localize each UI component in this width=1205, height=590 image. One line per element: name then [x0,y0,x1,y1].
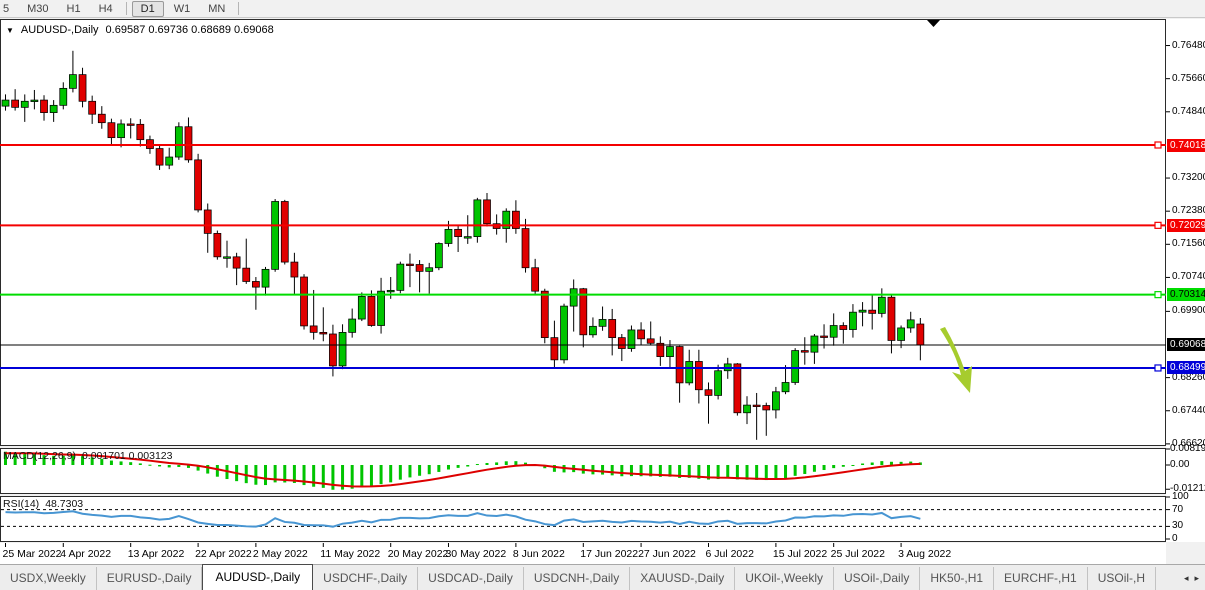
date-tick-label: 22 Apr 2022 [195,548,252,560]
symbol-tab-usoil-daily[interactable]: USOil-,Daily [834,567,921,590]
price-tick-label: 0.68260 [1172,371,1205,383]
price-tick-label: 0.75660 [1172,72,1205,84]
price-tick-label: 0.72380 [1172,205,1205,217]
toolbar-separator [238,2,240,15]
date-tick-label: 3 Aug 2022 [898,548,952,560]
timeframe-button-mn[interactable]: MN [208,2,226,15]
price-badge-0.68499: 0.68499 [1167,361,1205,375]
price-tick-label: 0.70740 [1172,271,1205,283]
date-tick-label: 6 Jul 2022 [705,548,754,560]
macd-tick-label: 0.00 [1170,459,1190,470]
macd-tick-label: -0.01212 [1170,483,1205,495]
symbol-tab-usdchf-daily[interactable]: USDCHF-,Daily [313,567,419,590]
timeframe-button-w1[interactable]: W1 [173,2,191,15]
chart-title: ▼ AUDUSD-,Daily 0.69587 0.69736 0.68689 … [6,24,274,36]
tab-scroll-right-icon[interactable]: ▸ [1194,573,1199,583]
macd-label: MACD(12,26,9) 0.001701 0.003123 [3,450,172,462]
timeframe-button-d1[interactable]: D1 [131,0,164,17]
price-badge-0.74018: 0.74018 [1167,138,1205,152]
chart-symbol-label: AUDUSD-,Daily [20,24,99,36]
price-axis[interactable] [1166,19,1205,542]
timeframe-button-h4[interactable]: H4 [98,2,113,15]
date-tick-label: 13 Apr 2022 [127,548,185,560]
price-tick-label: 0.73200 [1172,172,1205,184]
rsi-tick-label: 70 [1172,503,1184,515]
date-tick-label: 20 May 2022 [387,548,449,560]
timeframe-button-h1[interactable]: H1 [66,2,81,15]
date-tick-label: 2 May 2022 [252,548,308,560]
price-chart-panel[interactable] [0,19,1166,446]
price-badge-0.70314: 0.70314 [1167,288,1205,302]
date-tick-label: 15 Jul 2022 [772,548,828,560]
symbol-tab-usdcnh-daily[interactable]: USDCNH-,Daily [524,567,631,590]
price-badge-0.72029: 0.72029 [1167,218,1205,232]
tab-scroll-left-icon[interactable]: ◂ [1183,573,1189,583]
symbol-tabbar: USDX,Weekly EURUSD-,Daily AUDUSD-,Daily USD… [0,564,1205,590]
macd-panel[interactable] [0,448,1166,494]
macd-tick-label: 0.008197 [1170,443,1205,454]
chart-ohlc-values: 0.69587 0.69736 0.68689 0.69068 [105,24,274,36]
symbol-tab-eurchf-h1[interactable]: EURCHF-,H1 [994,567,1088,590]
rsi-label: RSI(14) 48.7303 [3,498,83,510]
timeframe-button-5[interactable]: 5 [3,2,10,15]
timeframe-toolbar: 5 M30 H1 H4 D1 W1 MN [0,0,1205,18]
price-tick-label: 0.69900 [1172,305,1205,317]
date-tick-label: 4 Apr 2022 [60,548,112,560]
price-badge-0.69068: 0.69068 [1167,338,1205,352]
price-tick-label: 0.71560 [1172,238,1205,250]
symbol-tab-hk50-h1[interactable]: HK50-,H1 [920,567,995,590]
symbol-tab-audusd-daily[interactable]: AUDUSD-,Daily [202,564,314,590]
date-tick-label: 27 Jun 2022 [638,548,696,560]
date-tick-label: 30 May 2022 [445,548,507,560]
price-tick-label: 0.76480 [1172,39,1205,51]
symbol-tab-usdx-weekly[interactable]: USDX,Weekly [0,567,97,590]
date-tick-label: 25 Mar 2022 [2,548,62,560]
symbol-tab-ukoil-weekly[interactable]: UKOil-,Weekly [735,567,835,590]
time-axis[interactable] [0,543,1166,564]
tab-scroll-controls: ◂ ▸ [1184,573,1205,590]
symbol-tab-usoil-h[interactable]: USOil-,H [1088,567,1157,590]
symbol-tab-usdcad-daily[interactable]: USDCAD-,Daily [418,567,524,590]
chevron-down-icon[interactable]: ▼ [6,25,14,35]
date-tick-label: 25 Jul 2022 [830,548,885,560]
macd-values: 0.001701 0.003123 [81,450,173,462]
toolbar-separator [125,2,127,15]
timeframe-button-m30[interactable]: M30 [27,2,49,15]
rsi-name: RSI(14) [3,498,40,510]
price-tick-label: 0.74840 [1172,105,1205,117]
rsi-panel[interactable] [0,496,1166,542]
symbol-tab-xauusd-daily[interactable]: XAUUSD-,Daily [630,567,736,590]
price-tick-label: 0.66620 [1172,437,1205,449]
date-tick-label: 17 Jun 2022 [580,548,639,560]
date-tick-label: 8 Jun 2022 [512,548,565,560]
rsi-tick-label: 30 [1172,520,1184,532]
price-tick-label: 0.67440 [1172,404,1205,416]
symbol-tab-eurusd-daily[interactable]: EURUSD-,Daily [97,567,203,590]
rsi-value: 48.7303 [45,498,84,510]
macd-name: MACD(12,26,9) [3,450,76,462]
date-tick-label: 11 May 2022 [320,548,381,560]
rsi-tick-label: 100 [1172,491,1189,502]
rsi-tick-label: 0 [1172,533,1178,544]
